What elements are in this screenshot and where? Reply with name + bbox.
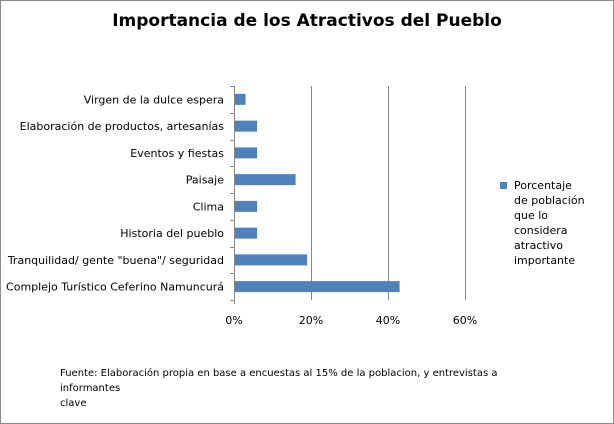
x-tick-label: 40% (376, 314, 400, 327)
category-label: Clima (193, 200, 224, 213)
category-label: Eventos y fiestas (130, 147, 224, 160)
category-label: Paisaje (186, 174, 224, 187)
category-label: Tranquilidad/ gente "buena"/ seguridad (7, 254, 224, 267)
bar (235, 174, 296, 186)
source-line-1: Fuente: Elaboración propia en base a enc… (60, 368, 498, 394)
category-label: Complejo Turístico Ceferino Namuncurá (6, 281, 224, 294)
bar (235, 254, 308, 266)
bar (235, 200, 258, 212)
source-note: Fuente: Elaboración propia en base a enc… (60, 366, 560, 411)
legend-line-1: Porcentaje (514, 179, 572, 192)
x-tick-label: 20% (299, 314, 323, 327)
x-tick-label: 60% (453, 314, 477, 327)
legend-line-5: atractivo (514, 239, 563, 252)
category-label: Elaboración de productos, artesanías (20, 120, 225, 133)
bar (235, 120, 258, 132)
bar (235, 227, 258, 239)
legend-line-2: de población (514, 194, 585, 207)
category-label: Virgen de la dulce espera (84, 93, 224, 106)
legend-line-4: considera (514, 224, 568, 237)
category-label: Historia del pueblo (120, 227, 224, 240)
legend-line-3: que lo (514, 209, 549, 222)
chart-title: Importancia de los Atractivos del Pueblo (112, 11, 502, 31)
source-line-2: clave (60, 398, 87, 409)
legend-line-6: importante (514, 254, 576, 267)
x-tick-label: 0% (225, 314, 242, 327)
legend-swatch (500, 182, 507, 189)
bar (235, 147, 258, 159)
bar (235, 93, 246, 105)
bar (235, 281, 400, 293)
legend: Porcentaje de población que lo considera… (500, 178, 600, 268)
